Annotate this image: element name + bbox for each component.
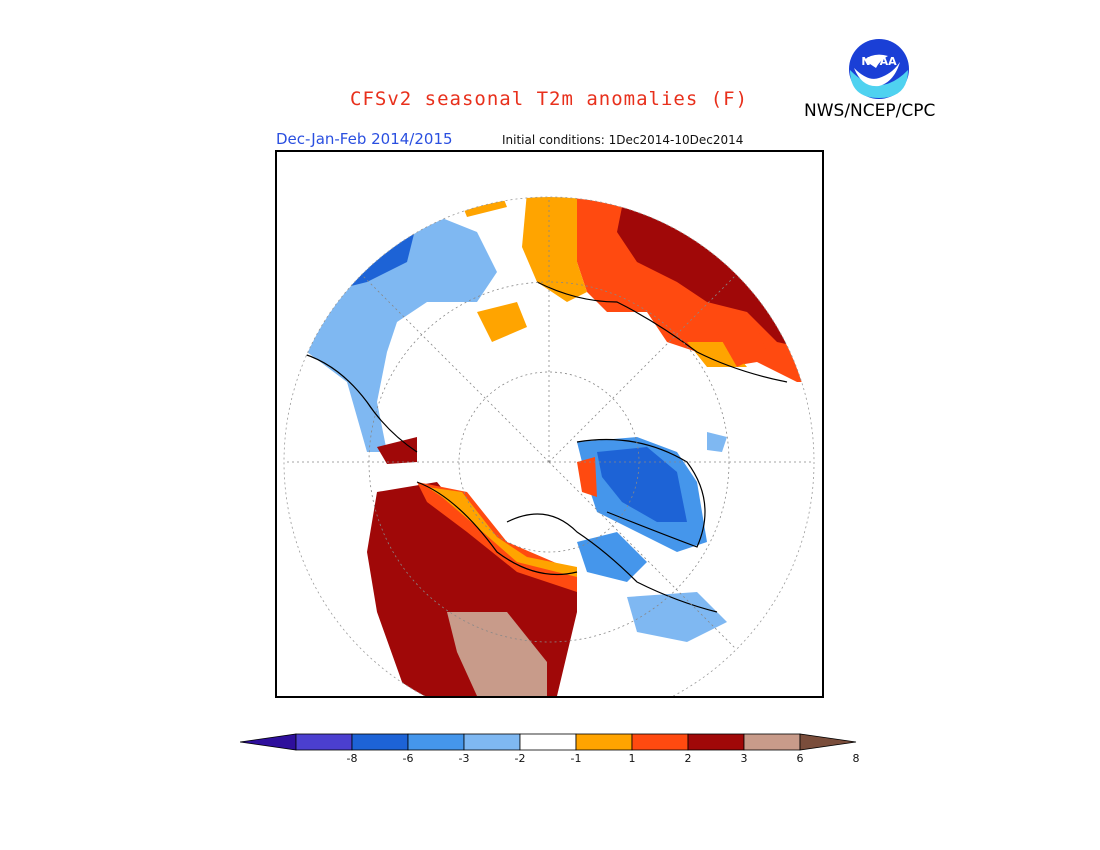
legend-swatch <box>407 733 465 751</box>
polar-stereographic-map <box>283 196 815 696</box>
legend-tick-label: -8 <box>346 752 358 765</box>
europe-cold-spot <box>707 432 727 452</box>
agency-label: NWS/NCEP/CPC <box>804 101 936 121</box>
legend-swatch <box>575 733 633 751</box>
noaa-logo: NOAA <box>848 38 910 104</box>
siberia-mild-patch <box>457 197 507 217</box>
legend-tick-label: 2 <box>684 752 692 765</box>
legend-tick-label: 8 <box>852 752 860 765</box>
legend-arrow-high <box>799 733 857 751</box>
legend-tick-label: -2 <box>514 752 526 765</box>
graticule <box>284 197 814 651</box>
legend-swatch <box>351 733 409 751</box>
legend-swatch <box>519 733 577 751</box>
chart-title: CFSv2 seasonal T2m anomalies (F) <box>350 88 749 110</box>
initial-conditions-label: Initial conditions: 1Dec2014-10Dec2014 <box>502 133 744 147</box>
north-america-edge-mild <box>427 487 577 577</box>
legend-arrow-low <box>239 733 297 751</box>
legend-tick-label: -6 <box>402 752 414 765</box>
greenland-cold-core <box>597 447 687 522</box>
siberia-mild-patch-2 <box>477 302 527 342</box>
coastlines <box>296 197 788 613</box>
eurasia-warm-patch <box>717 327 767 367</box>
atlantic-cold-region <box>627 592 727 642</box>
legend-tick-label: 1 <box>628 752 636 765</box>
north-america-hot-region <box>447 612 547 696</box>
color-legend <box>239 732 860 756</box>
legend-swatch <box>743 733 801 751</box>
legend-swatch <box>631 733 689 751</box>
bering-warm-spot <box>377 437 417 464</box>
legend-tick-label: -3 <box>458 752 470 765</box>
legend-swatch <box>463 733 521 751</box>
legend-tick-label: -1 <box>570 752 582 765</box>
polar-map-frame <box>275 150 824 698</box>
legend-swatch <box>295 733 353 751</box>
legend-swatch <box>687 733 745 751</box>
season-label: Dec-Jan-Feb 2014/2015 <box>276 130 453 148</box>
legend-colorbar <box>239 733 857 751</box>
west-cold-region <box>297 202 497 452</box>
legend-tick-label: 6 <box>796 752 804 765</box>
svg-text:NOAA: NOAA <box>861 55 897 68</box>
legend-tick-label: 3 <box>740 752 748 765</box>
greenland-warm-fringe <box>577 457 597 497</box>
eurasia-mild-warm-region <box>522 197 587 302</box>
